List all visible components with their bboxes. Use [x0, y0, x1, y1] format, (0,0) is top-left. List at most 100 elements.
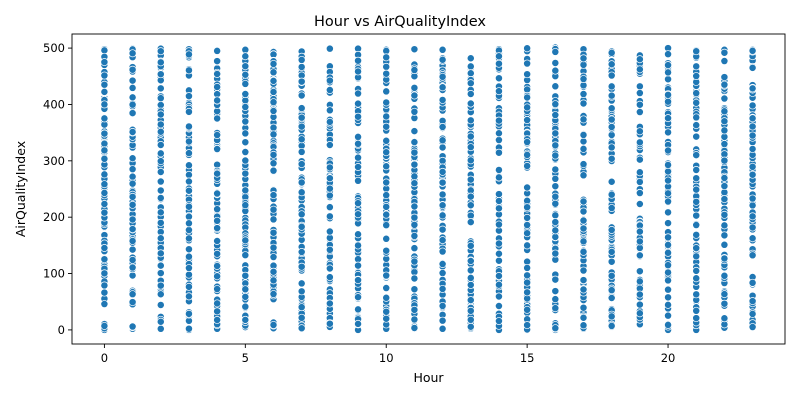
data-point — [720, 73, 729, 82]
data-point — [664, 233, 673, 242]
data-point — [241, 129, 250, 138]
data-point — [184, 202, 193, 211]
data-point — [156, 300, 165, 309]
data-point — [523, 288, 532, 297]
data-point — [410, 148, 419, 157]
data-point — [551, 295, 560, 304]
data-point — [720, 299, 729, 308]
data-point — [438, 236, 447, 245]
data-point — [551, 66, 560, 75]
data-point — [466, 116, 475, 125]
data-point — [297, 135, 306, 144]
data-point — [720, 271, 729, 280]
data-point — [269, 130, 278, 139]
data-point — [156, 208, 165, 217]
data-point — [410, 305, 419, 314]
data-point — [156, 141, 165, 149]
data-point — [692, 252, 701, 261]
data-point — [551, 304, 560, 313]
data-point — [184, 219, 193, 228]
data-point — [664, 50, 673, 59]
data-point — [466, 201, 475, 210]
data-point — [184, 50, 193, 59]
data-point — [213, 285, 222, 294]
data-point — [523, 183, 532, 192]
data-point — [748, 101, 757, 110]
data-point — [692, 89, 701, 98]
data-point — [466, 322, 475, 331]
data-point — [325, 76, 334, 85]
x-tick-label: 5 — [242, 351, 249, 365]
data-point — [720, 290, 729, 299]
data-point — [466, 54, 475, 63]
data-point — [635, 168, 644, 177]
data-point — [297, 324, 306, 333]
y-axis-label: AirQualityIndex — [13, 141, 28, 237]
data-point — [325, 264, 334, 273]
data-point — [692, 47, 701, 56]
data-point — [466, 211, 475, 220]
data-point — [269, 159, 278, 168]
data-point — [184, 212, 193, 221]
data-point — [213, 307, 222, 316]
data-point — [438, 143, 447, 152]
data-point — [354, 153, 362, 162]
data-point — [607, 143, 616, 152]
data-point — [156, 149, 165, 158]
data-point — [579, 144, 588, 153]
data-point — [100, 87, 109, 96]
data-point — [466, 266, 475, 275]
data-point — [241, 251, 250, 260]
data-point — [156, 157, 165, 166]
data-point — [382, 246, 391, 255]
data-point — [579, 75, 588, 84]
data-point — [495, 292, 503, 301]
data-point — [325, 117, 334, 126]
data-point — [128, 172, 137, 181]
data-point — [579, 276, 588, 285]
data-point — [128, 256, 137, 264]
data-point — [297, 91, 306, 100]
data-point — [297, 287, 306, 296]
data-point — [100, 200, 109, 208]
data-point — [664, 114, 673, 123]
data-point — [523, 196, 532, 205]
data-point — [325, 44, 334, 53]
data-point — [100, 170, 109, 179]
data-point — [466, 192, 475, 201]
data-point — [607, 312, 616, 321]
data-point — [551, 226, 560, 235]
data-point — [269, 290, 278, 298]
data-point — [551, 151, 560, 160]
data-point — [382, 69, 391, 78]
data-point — [523, 213, 532, 222]
x-axis-ticks: 0 5 10 15 20 — [101, 344, 676, 365]
data-point — [184, 66, 193, 75]
data-point — [325, 245, 334, 254]
data-point — [410, 244, 419, 253]
data-point — [579, 216, 588, 225]
data-point — [466, 218, 475, 227]
data-point — [551, 218, 560, 227]
data-point — [635, 138, 644, 147]
data-point — [213, 70, 222, 78]
data-point — [579, 171, 588, 180]
data-point — [748, 84, 757, 93]
data-point — [100, 139, 109, 148]
data-point — [156, 234, 165, 243]
data-point — [664, 276, 673, 285]
x-tick-label: 20 — [661, 351, 676, 365]
data-point — [128, 225, 137, 234]
data-point — [325, 319, 334, 328]
data-point — [720, 195, 729, 204]
data-point — [128, 192, 137, 201]
data-point — [607, 115, 616, 124]
data-point — [297, 248, 306, 256]
data-point — [128, 83, 137, 92]
data-point — [607, 204, 616, 212]
data-point — [410, 213, 419, 222]
data-point — [692, 314, 701, 323]
data-point — [269, 276, 278, 285]
data-point — [664, 167, 673, 176]
data-point — [213, 57, 222, 66]
